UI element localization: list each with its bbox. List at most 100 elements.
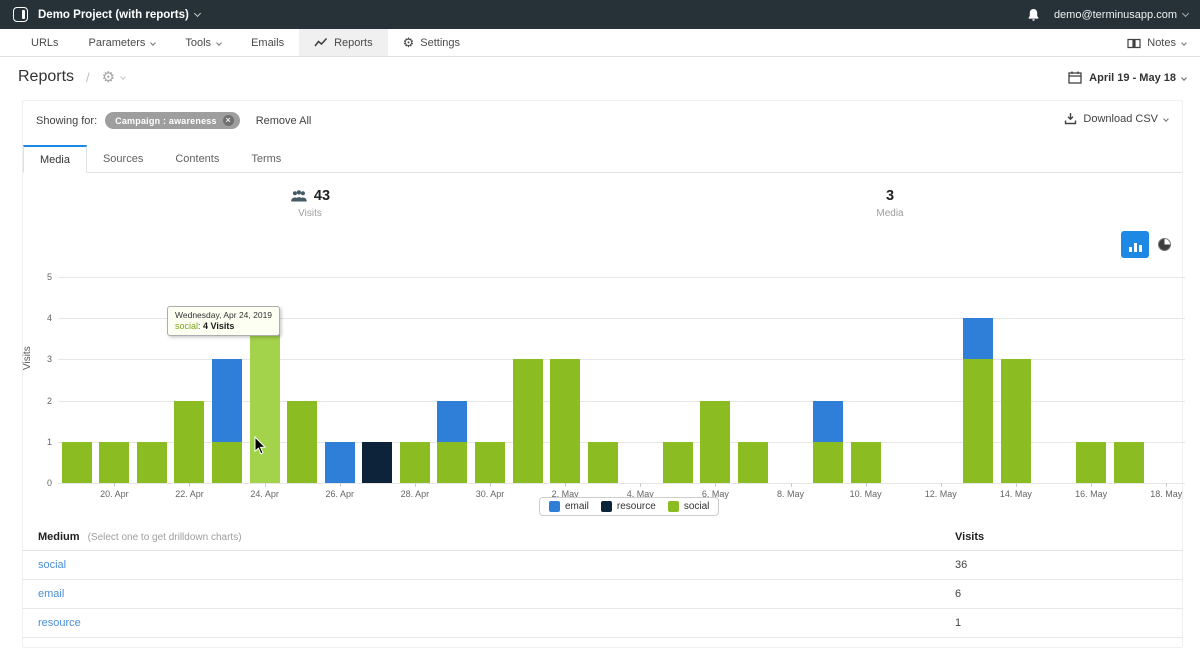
project-name: Demo Project (with reports)	[38, 8, 189, 21]
y-tick-label: 5	[46, 272, 52, 282]
y-tick-label: 1	[46, 436, 52, 447]
y-tick-label: 0	[46, 478, 52, 488]
medium-link-email[interactable]: email	[38, 588, 65, 600]
bar-social-28-apr[interactable]	[399, 441, 430, 483]
pie-chart-toggle-icon[interactable]	[1158, 238, 1171, 251]
report-settings-gear-icon[interactable]: ⚙	[101, 68, 116, 86]
bar-chart-toggle-button[interactable]	[1121, 231, 1149, 258]
x-tick	[490, 483, 492, 487]
bar-social-23-apr[interactable]	[212, 441, 243, 483]
nav-item-parameters[interactable]: Parameters	[74, 29, 171, 56]
y-tick-label: 2	[46, 395, 52, 406]
visits-label: Visits	[298, 208, 322, 219]
project-switcher[interactable]: Demo Project (with reports)	[38, 8, 201, 21]
remove-all-button[interactable]: Remove All	[255, 114, 312, 127]
bar-email-26-apr[interactable]	[324, 441, 355, 483]
tab-terms[interactable]: Terms	[251, 152, 282, 165]
notes-menu[interactable]: Notes	[1127, 29, 1187, 57]
bar-email-29-apr[interactable]	[437, 400, 468, 442]
bar-social-22-apr[interactable]	[174, 400, 205, 483]
x-tick-label: 10. May	[849, 489, 882, 499]
tab-sources[interactable]: Sources	[102, 152, 144, 165]
filter-tag-campaign-awareness[interactable]: Campaign : awareness ×	[105, 112, 240, 129]
bar-social-2-may[interactable]	[550, 359, 581, 483]
chevron-down-icon	[1163, 115, 1169, 122]
bar-social-16-may[interactable]	[1076, 441, 1107, 483]
stat-media: 3 Media	[876, 188, 903, 219]
bar-social-3-may[interactable]	[587, 441, 618, 483]
legend-item-resource[interactable]: resource	[600, 501, 656, 512]
remove-tag-icon[interactable]: ×	[222, 115, 234, 126]
report-tabs: Media Sources Contents Terms	[23, 145, 1182, 173]
bar-social-19-apr[interactable]	[61, 441, 92, 483]
bar-social-29-apr[interactable]	[437, 441, 468, 483]
column-header-medium: Medium	[38, 531, 80, 543]
social-swatch-icon	[667, 501, 679, 512]
x-tick-label: 24. Apr	[250, 489, 279, 499]
tab-media[interactable]: Media	[23, 145, 87, 173]
nav-item-emails[interactable]: Emails	[251, 36, 285, 49]
chevron-down-icon	[193, 9, 201, 17]
x-tick	[1166, 483, 1168, 487]
chevron-down-icon	[216, 39, 222, 46]
legend-item-social[interactable]: social	[667, 501, 709, 512]
chevron-down-icon	[1181, 9, 1190, 17]
x-tick	[715, 483, 717, 487]
medium-link-resource[interactable]: resource	[38, 617, 81, 629]
x-tick-label: 8. May	[777, 489, 805, 499]
notifications-bell-icon[interactable]	[1027, 8, 1040, 22]
terminus-logo-icon[interactable]	[13, 7, 28, 22]
medium-link-social[interactable]: social	[38, 559, 67, 571]
x-tick	[640, 483, 642, 487]
visits-count: 43	[313, 188, 331, 204]
legend-item-email[interactable]: email	[549, 501, 589, 512]
x-tick-label: 26. Apr	[325, 489, 355, 499]
main-nav: URLs Parameters Tools Emails Reports ⚙ S…	[0, 29, 1200, 57]
download-csv-button[interactable]: Download CSV	[1064, 112, 1169, 125]
email-swatch-icon	[549, 501, 560, 512]
bar-social-14-may[interactable]	[1000, 359, 1031, 483]
bar-social-13-may[interactable]	[963, 359, 994, 483]
bar-social-25-apr[interactable]	[287, 400, 318, 483]
gridline	[58, 441, 1185, 443]
stat-visits: 43 Visits	[290, 188, 330, 219]
bar-resource-27-apr[interactable]	[362, 441, 393, 483]
bar-social-10-may[interactable]	[850, 441, 881, 483]
x-tick	[414, 483, 416, 487]
x-tick	[865, 483, 867, 487]
bar-social-24-apr[interactable]	[249, 318, 280, 483]
nav-item-settings[interactable]: ⚙ Settings	[402, 34, 461, 50]
x-tick-label: 16. May	[1075, 489, 1108, 499]
page-title: Reports	[18, 68, 75, 85]
resource-swatch-icon	[600, 501, 612, 512]
bar-social-6-may[interactable]	[700, 400, 731, 483]
bar-email-23-apr[interactable]	[212, 359, 243, 442]
visits-value: 36	[955, 559, 968, 571]
bar-social-7-may[interactable]	[737, 441, 768, 483]
bar-social-17-may[interactable]	[1113, 441, 1144, 483]
chevron-down-icon	[1181, 74, 1187, 81]
bar-social-20-apr[interactable]	[99, 441, 130, 483]
download-icon	[1065, 113, 1077, 125]
x-tick	[790, 483, 792, 487]
nav-item-tools[interactable]: Tools	[170, 29, 236, 56]
bar-social-1-may[interactable]	[512, 359, 543, 483]
x-tick-label: 18. May	[1150, 489, 1183, 499]
bar-social-21-apr[interactable]	[136, 441, 167, 483]
chevron-down-icon	[150, 39, 157, 46]
bar-email-13-may[interactable]	[963, 318, 994, 360]
calendar-icon	[1068, 71, 1082, 84]
nav-item-urls[interactable]: URLs	[31, 36, 59, 49]
bar-social-5-may[interactable]	[662, 441, 693, 483]
date-range-picker[interactable]: April 19 - May 18	[1068, 71, 1187, 84]
user-menu[interactable]: demo@terminusapp.com	[1054, 9, 1190, 21]
tab-contents[interactable]: Contents	[175, 152, 220, 165]
bar-social-9-may[interactable]	[813, 441, 844, 483]
gridline	[58, 400, 1185, 402]
chart-tooltip: Wednesday, Apr 24, 2019 social: 4 Visits	[167, 306, 281, 336]
top-bar: Demo Project (with reports) demo@terminu…	[0, 0, 1200, 29]
visits-value: 6	[955, 588, 962, 600]
bar-social-30-apr[interactable]	[475, 441, 506, 483]
bar-email-9-may[interactable]	[813, 400, 844, 442]
nav-item-reports[interactable]: Reports	[299, 29, 388, 56]
